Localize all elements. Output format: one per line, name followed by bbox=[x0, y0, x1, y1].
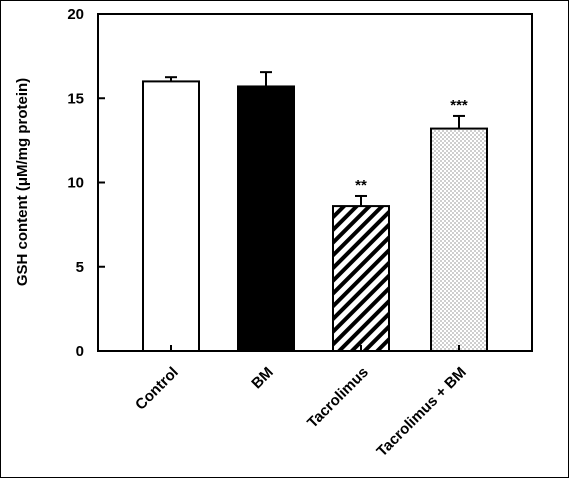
y-tick-label: 10 bbox=[67, 175, 84, 192]
x-tick-label-tacrolimus: Tacrolimus bbox=[304, 364, 372, 432]
bar-bm bbox=[237, 85, 295, 353]
y-tick-label: 5 bbox=[76, 259, 84, 276]
y-axis: 0 5 10 15 20 bbox=[67, 6, 105, 360]
y-tick-label: 15 bbox=[67, 90, 84, 107]
bar-control bbox=[142, 80, 200, 353]
significance-label-tacrolimus-bm: *** bbox=[450, 97, 468, 114]
bar-tacrolimus-bm bbox=[430, 127, 488, 352]
x-tick-label-bm: BM bbox=[248, 364, 277, 393]
y-tick-label: 20 bbox=[67, 6, 84, 23]
y-tick-label: 0 bbox=[76, 343, 84, 360]
y-axis-label: GSH content (μM/mg protein) bbox=[14, 78, 31, 286]
bar-tacrolimus bbox=[332, 205, 390, 352]
x-axis: Control BM Tacrolimus Tacrolimus + BM bbox=[132, 345, 470, 460]
x-tick-label-tacrolimus-bm: Tacrolimus + BM bbox=[373, 364, 469, 460]
x-tick-label-control: Control bbox=[132, 364, 182, 414]
significance-label-tacrolimus: ** bbox=[355, 177, 367, 194]
bars-group: ***** bbox=[142, 71, 488, 353]
